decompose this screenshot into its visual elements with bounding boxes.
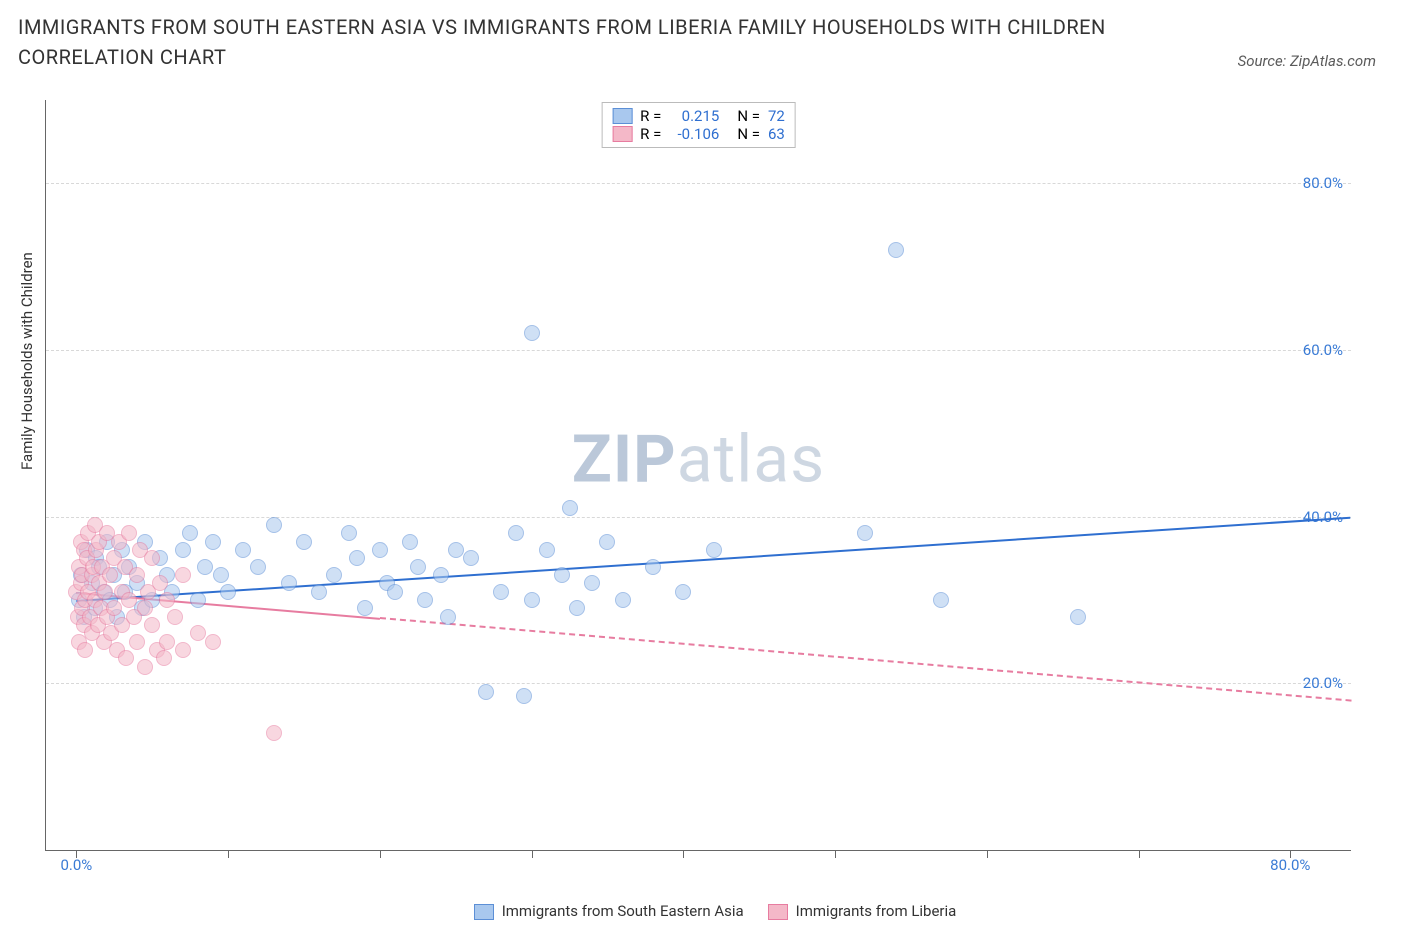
x-tick-label: 80.0% <box>1270 856 1310 874</box>
point-sea <box>478 684 494 700</box>
point-lib <box>121 525 137 541</box>
point-lib <box>97 584 113 600</box>
point-lib <box>205 634 221 650</box>
point-lib <box>118 650 134 666</box>
point-sea <box>213 567 229 583</box>
point-sea <box>493 584 509 600</box>
source-label: Source: ZipAtlas.com <box>1238 52 1376 70</box>
point-lib <box>144 550 160 566</box>
point-sea <box>235 542 251 558</box>
point-sea <box>463 550 479 566</box>
point-lib <box>159 634 175 650</box>
point-sea <box>250 559 266 575</box>
point-lib <box>137 659 153 675</box>
point-lib <box>106 600 122 616</box>
point-sea <box>349 550 365 566</box>
point-lib <box>159 592 175 608</box>
point-lib <box>144 617 160 633</box>
point-sea <box>402 534 418 550</box>
point-sea <box>410 559 426 575</box>
point-sea <box>569 600 585 616</box>
point-sea <box>554 567 570 583</box>
point-sea <box>562 500 578 516</box>
point-lib <box>77 642 93 658</box>
point-sea <box>888 242 904 258</box>
watermark: ZIPatlas <box>572 422 825 499</box>
point-sea <box>857 525 873 541</box>
point-sea <box>326 567 342 583</box>
stat-row: R =0.215N =72 <box>612 107 785 125</box>
point-sea <box>433 567 449 583</box>
point-sea <box>417 592 433 608</box>
point-sea <box>182 525 198 541</box>
point-lib <box>156 650 172 666</box>
point-sea <box>220 584 236 600</box>
point-lib <box>167 609 183 625</box>
point-sea <box>584 575 600 591</box>
point-sea <box>341 525 357 541</box>
point-sea <box>675 584 691 600</box>
point-sea <box>296 534 312 550</box>
point-sea <box>311 584 327 600</box>
point-sea <box>387 584 403 600</box>
point-lib <box>175 567 191 583</box>
x-tick-label: 0.0% <box>60 856 92 874</box>
watermark-light: atlas <box>677 422 826 499</box>
point-sea <box>615 592 631 608</box>
point-sea <box>190 592 206 608</box>
point-sea <box>205 534 221 550</box>
point-lib <box>102 567 118 583</box>
point-lib <box>175 642 191 658</box>
point-lib <box>129 634 145 650</box>
point-sea <box>599 534 615 550</box>
y-tick-label: 80.0% <box>1303 174 1343 192</box>
point-lib <box>137 600 153 616</box>
y-tick-label: 20.0% <box>1303 674 1343 692</box>
point-lib <box>152 575 168 591</box>
point-sea <box>524 592 540 608</box>
scatter-plot: ZIPatlas R =0.215N =72R =-0.106N =63 20.… <box>45 100 1351 851</box>
point-lib <box>121 592 137 608</box>
legend: Immigrants from South Eastern AsiaImmigr… <box>0 902 1406 920</box>
legend-item: Immigrants from South Eastern Asia <box>450 902 744 920</box>
point-lib <box>190 625 206 641</box>
point-sea <box>357 600 373 616</box>
point-sea <box>524 325 540 341</box>
legend-item: Immigrants from Liberia <box>744 902 957 920</box>
point-sea <box>508 525 524 541</box>
point-sea <box>1070 609 1086 625</box>
y-tick-label: 60.0% <box>1303 341 1343 359</box>
point-sea <box>448 542 464 558</box>
point-lib <box>266 725 282 741</box>
point-sea <box>175 542 191 558</box>
point-sea <box>933 592 949 608</box>
point-sea <box>372 542 388 558</box>
point-sea <box>516 688 532 704</box>
point-sea <box>197 559 213 575</box>
point-sea <box>266 517 282 533</box>
y-axis-label: Family Households with Children <box>18 252 36 470</box>
stats-box: R =0.215N =72R =-0.106N =63 <box>601 102 796 148</box>
chart-title: IMMIGRANTS FROM SOUTH EASTERN ASIA VS IM… <box>18 12 1206 72</box>
point-lib <box>129 567 145 583</box>
point-sea <box>440 609 456 625</box>
point-sea <box>645 559 661 575</box>
point-sea <box>281 575 297 591</box>
watermark-bold: ZIP <box>572 422 677 499</box>
point-sea <box>706 542 722 558</box>
stat-row: R =-0.106N =63 <box>612 125 785 143</box>
point-sea <box>539 542 555 558</box>
